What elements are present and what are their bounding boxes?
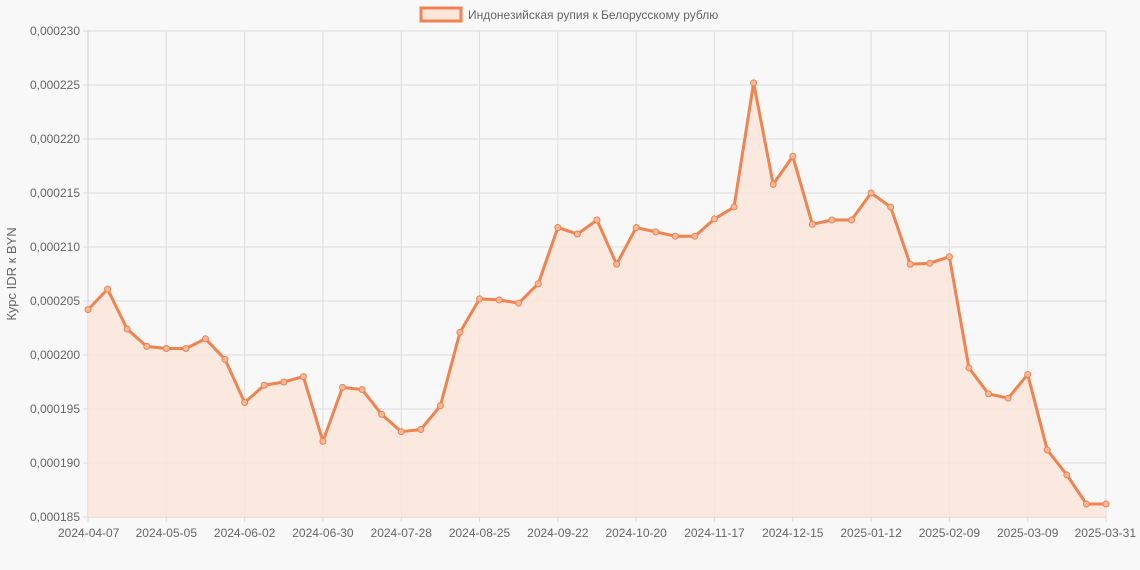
data-point[interactable]	[162, 345, 170, 353]
x-tick-label: 2024-12-15	[762, 526, 824, 540]
data-point[interactable]	[280, 378, 288, 386]
data-point[interactable]	[906, 260, 914, 268]
x-tick-label: 2024-10-20	[605, 526, 667, 540]
x-tick-label: 2024-08-25	[449, 526, 511, 540]
data-point[interactable]	[397, 428, 405, 436]
y-tick-label: 0,000220	[30, 132, 80, 146]
y-tick-label: 0,000190	[30, 456, 80, 470]
data-point[interactable]	[417, 426, 425, 434]
x-tick-label: 2025-03-09	[997, 526, 1059, 540]
data-point[interactable]	[730, 203, 738, 211]
data-point[interactable]	[436, 402, 444, 410]
data-point[interactable]	[476, 295, 484, 303]
data-point[interactable]	[1004, 394, 1012, 402]
data-point[interactable]	[339, 383, 346, 391]
y-tick-label: 0,000200	[30, 348, 80, 362]
data-point[interactable]	[691, 232, 699, 240]
data-point[interactable]	[495, 296, 503, 304]
data-point[interactable]	[1063, 471, 1071, 479]
data-point[interactable]	[554, 224, 562, 232]
legend-label[interactable]: Индонезийская рупия к Белорусскому рублю	[468, 8, 718, 22]
x-tick-label: 2024-07-28	[371, 526, 433, 540]
x-tick-label: 2025-02-09	[919, 526, 981, 540]
x-tick-label: 2024-04-07	[58, 526, 120, 540]
data-point[interactable]	[241, 399, 249, 407]
data-point[interactable]	[1082, 500, 1090, 508]
data-point[interactable]	[945, 253, 953, 261]
data-point[interactable]	[319, 437, 327, 445]
data-point[interactable]	[182, 345, 190, 353]
data-point[interactable]	[143, 342, 151, 350]
data-point[interactable]	[378, 410, 386, 418]
x-tick-label: 2024-05-05	[136, 526, 198, 540]
legend[interactable]: Индонезийская рупия к Белорусскому рублю	[419, 6, 718, 23]
data-point[interactable]	[123, 325, 131, 333]
x-tick-label: 2024-06-30	[292, 526, 354, 540]
data-point[interactable]	[750, 79, 758, 87]
data-point[interactable]	[221, 355, 229, 363]
data-point[interactable]	[515, 299, 523, 307]
series-points	[84, 79, 1110, 508]
y-tick-label: 0,000225	[30, 78, 80, 92]
x-tick-label: 2024-11-17	[684, 526, 745, 540]
x-tick-label: 2024-06-02	[214, 526, 276, 540]
data-point[interactable]	[671, 232, 679, 240]
data-point[interactable]	[534, 280, 542, 288]
y-axis-title: Курс IDR к BYN	[4, 227, 19, 320]
data-point[interactable]	[965, 364, 973, 372]
data-point[interactable]	[632, 224, 640, 232]
y-axis-ticks: 0,000185 0,000190 0,000195 0,000200 0,000205…	[30, 24, 80, 524]
data-point[interactable]	[1102, 500, 1110, 508]
x-tick-label: 2024-09-22	[527, 526, 589, 540]
data-point[interactable]	[593, 216, 601, 224]
y-tick-label: 0,000230	[30, 24, 80, 38]
data-point[interactable]	[789, 152, 797, 160]
data-point[interactable]	[769, 180, 777, 188]
y-tick-label: 0,000195	[30, 402, 80, 416]
data-point[interactable]	[573, 230, 581, 238]
y-tick-label: 0,000215	[30, 186, 80, 200]
data-point[interactable]	[260, 381, 268, 389]
data-point[interactable]	[84, 306, 92, 314]
series-area	[88, 82, 1106, 517]
x-tick-label: 2025-01-12	[840, 526, 902, 540]
x-tick-label: 2025-03-31	[1075, 526, 1137, 540]
data-point[interactable]	[828, 216, 836, 224]
y-tick-label: 0,000205	[30, 294, 80, 308]
data-point[interactable]	[652, 228, 660, 236]
data-point[interactable]	[201, 335, 209, 343]
data-point[interactable]	[1043, 446, 1051, 454]
data-point[interactable]	[613, 260, 621, 268]
data-point[interactable]	[867, 189, 875, 197]
data-point[interactable]	[848, 216, 855, 224]
data-point[interactable]	[887, 203, 895, 211]
data-point[interactable]	[1024, 370, 1032, 378]
data-point[interactable]	[926, 259, 934, 267]
x-axis-ticks: 2024-04-07 2024-05-05 2024-06-02 2024-06-30…	[58, 526, 1136, 540]
data-point[interactable]	[299, 373, 307, 381]
data-point[interactable]	[808, 220, 816, 228]
data-point[interactable]	[710, 215, 718, 223]
data-point[interactable]	[985, 390, 993, 398]
y-tick-label: 0,000185	[30, 510, 80, 524]
legend-swatch[interactable]	[419, 6, 463, 23]
data-point[interactable]	[358, 386, 366, 394]
y-tick-label: 0,000210	[30, 240, 80, 254]
data-point[interactable]	[456, 328, 464, 336]
data-point[interactable]	[104, 285, 112, 293]
